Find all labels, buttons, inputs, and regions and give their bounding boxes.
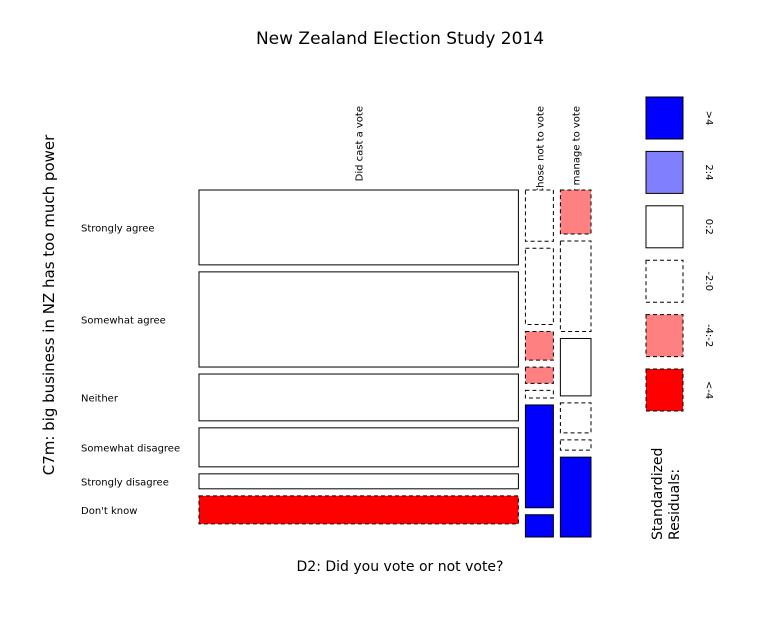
row-label-somewhat-agree: Somewhat agree (81, 315, 166, 326)
row-labels: Strongly agree Somewhat agree Neither Somew… (81, 223, 180, 516)
tile-chose-not-to-vote-strongly-agree-0 (524, 189, 554, 242)
tile-did-cast-a-vote-don-t-know-5 (198, 495, 519, 525)
tile-chose-not-to-vote-neither-3 (524, 366, 554, 384)
tile-did-cast-a-vote-strongly-disagree-4 (198, 473, 519, 490)
tile-chose-not-to-vote-strongly-disagree-6 (524, 514, 554, 538)
legend-label-4: -4:-2 (703, 324, 714, 347)
row-label-neither: Neither (81, 393, 119, 404)
legend-swatch-0 (645, 96, 684, 140)
tile-didn-t-manage-to-vote-strongly-agree-0 (559, 189, 592, 235)
tile-chose-not-to-vote-neither-2 (524, 330, 554, 361)
y-axis-label: C7m: big business in NZ has too much pow… (40, 134, 58, 475)
tile-did-cast-a-vote-somewhat-agree-1 (198, 271, 519, 368)
tile-didn-t-manage-to-vote-somewhat-disagree-3 (559, 402, 592, 434)
legend-swatch-4 (645, 314, 684, 358)
legend-label-5: <-4 (703, 381, 714, 399)
legend-title-line-1: Standardized (650, 448, 666, 540)
legend-title-line-2: Residuals: (667, 469, 683, 540)
tile-didn-t-manage-to-vote-somewhat-agree-1 (559, 240, 592, 332)
chart-title: New Zealand Election Study 2014 (256, 29, 544, 49)
tile-chose-not-to-vote-somewhat-agree-1 (524, 247, 554, 325)
column-label-did-cast-a-vote: Did cast a vote (355, 106, 366, 181)
legend-swatch-2 (645, 205, 684, 249)
legend-swatch-3 (645, 259, 684, 303)
legend-swatch-5 (645, 368, 684, 412)
tile-did-cast-a-vote-strongly-agree-0 (198, 189, 519, 266)
column-label-didn-t-manage-to-vote: Didn't manage to vote (572, 106, 583, 218)
tile-didn-t-manage-to-vote-neither-2 (559, 337, 592, 397)
column-label-chose-not-to-vote: Chose not to vote (535, 106, 546, 195)
legend-swatch-1 (645, 150, 684, 194)
tile-did-cast-a-vote-neither-2 (198, 373, 519, 422)
row-label-don-t-know: Don't know (81, 506, 137, 517)
mosaic-tiles (198, 189, 592, 538)
row-label-strongly-disagree: Strongly disagree (81, 477, 169, 488)
tile-didn-t-manage-to-vote-strongly-disagree-4 (559, 439, 592, 451)
tile-didn-t-manage-to-vote-don-t-know-5 (559, 456, 592, 538)
row-label-strongly-agree: Strongly agree (81, 223, 155, 234)
tile-chose-not-to-vote-somewhat-disagree-5 (524, 404, 554, 509)
legend-label-2: 0:2 (703, 219, 714, 235)
tile-did-cast-a-vote-somewhat-disagree-3 (198, 427, 519, 468)
legend-boxes: >4 2:4 0:2 -2:0 -4:-2 <-4 (645, 96, 714, 412)
legend-label-3: -2:0 (703, 271, 714, 291)
legend-title: Standardized Residuals: (650, 443, 683, 540)
legend-label-0: >4 (703, 111, 714, 126)
row-label-somewhat-disagree: Somewhat disagree (81, 443, 180, 454)
legend: >4 2:4 0:2 -2:0 -4:-2 <-4 Standardized Residu… (645, 96, 714, 540)
column-labels: Did cast a vote Chose not to vote Didn't m… (355, 106, 583, 218)
tile-chose-not-to-vote-somewhat-disagree-4 (524, 389, 554, 399)
x-axis-label: D2: Did you vote or not vote? (297, 559, 504, 575)
legend-label-1: 2:4 (703, 164, 714, 180)
